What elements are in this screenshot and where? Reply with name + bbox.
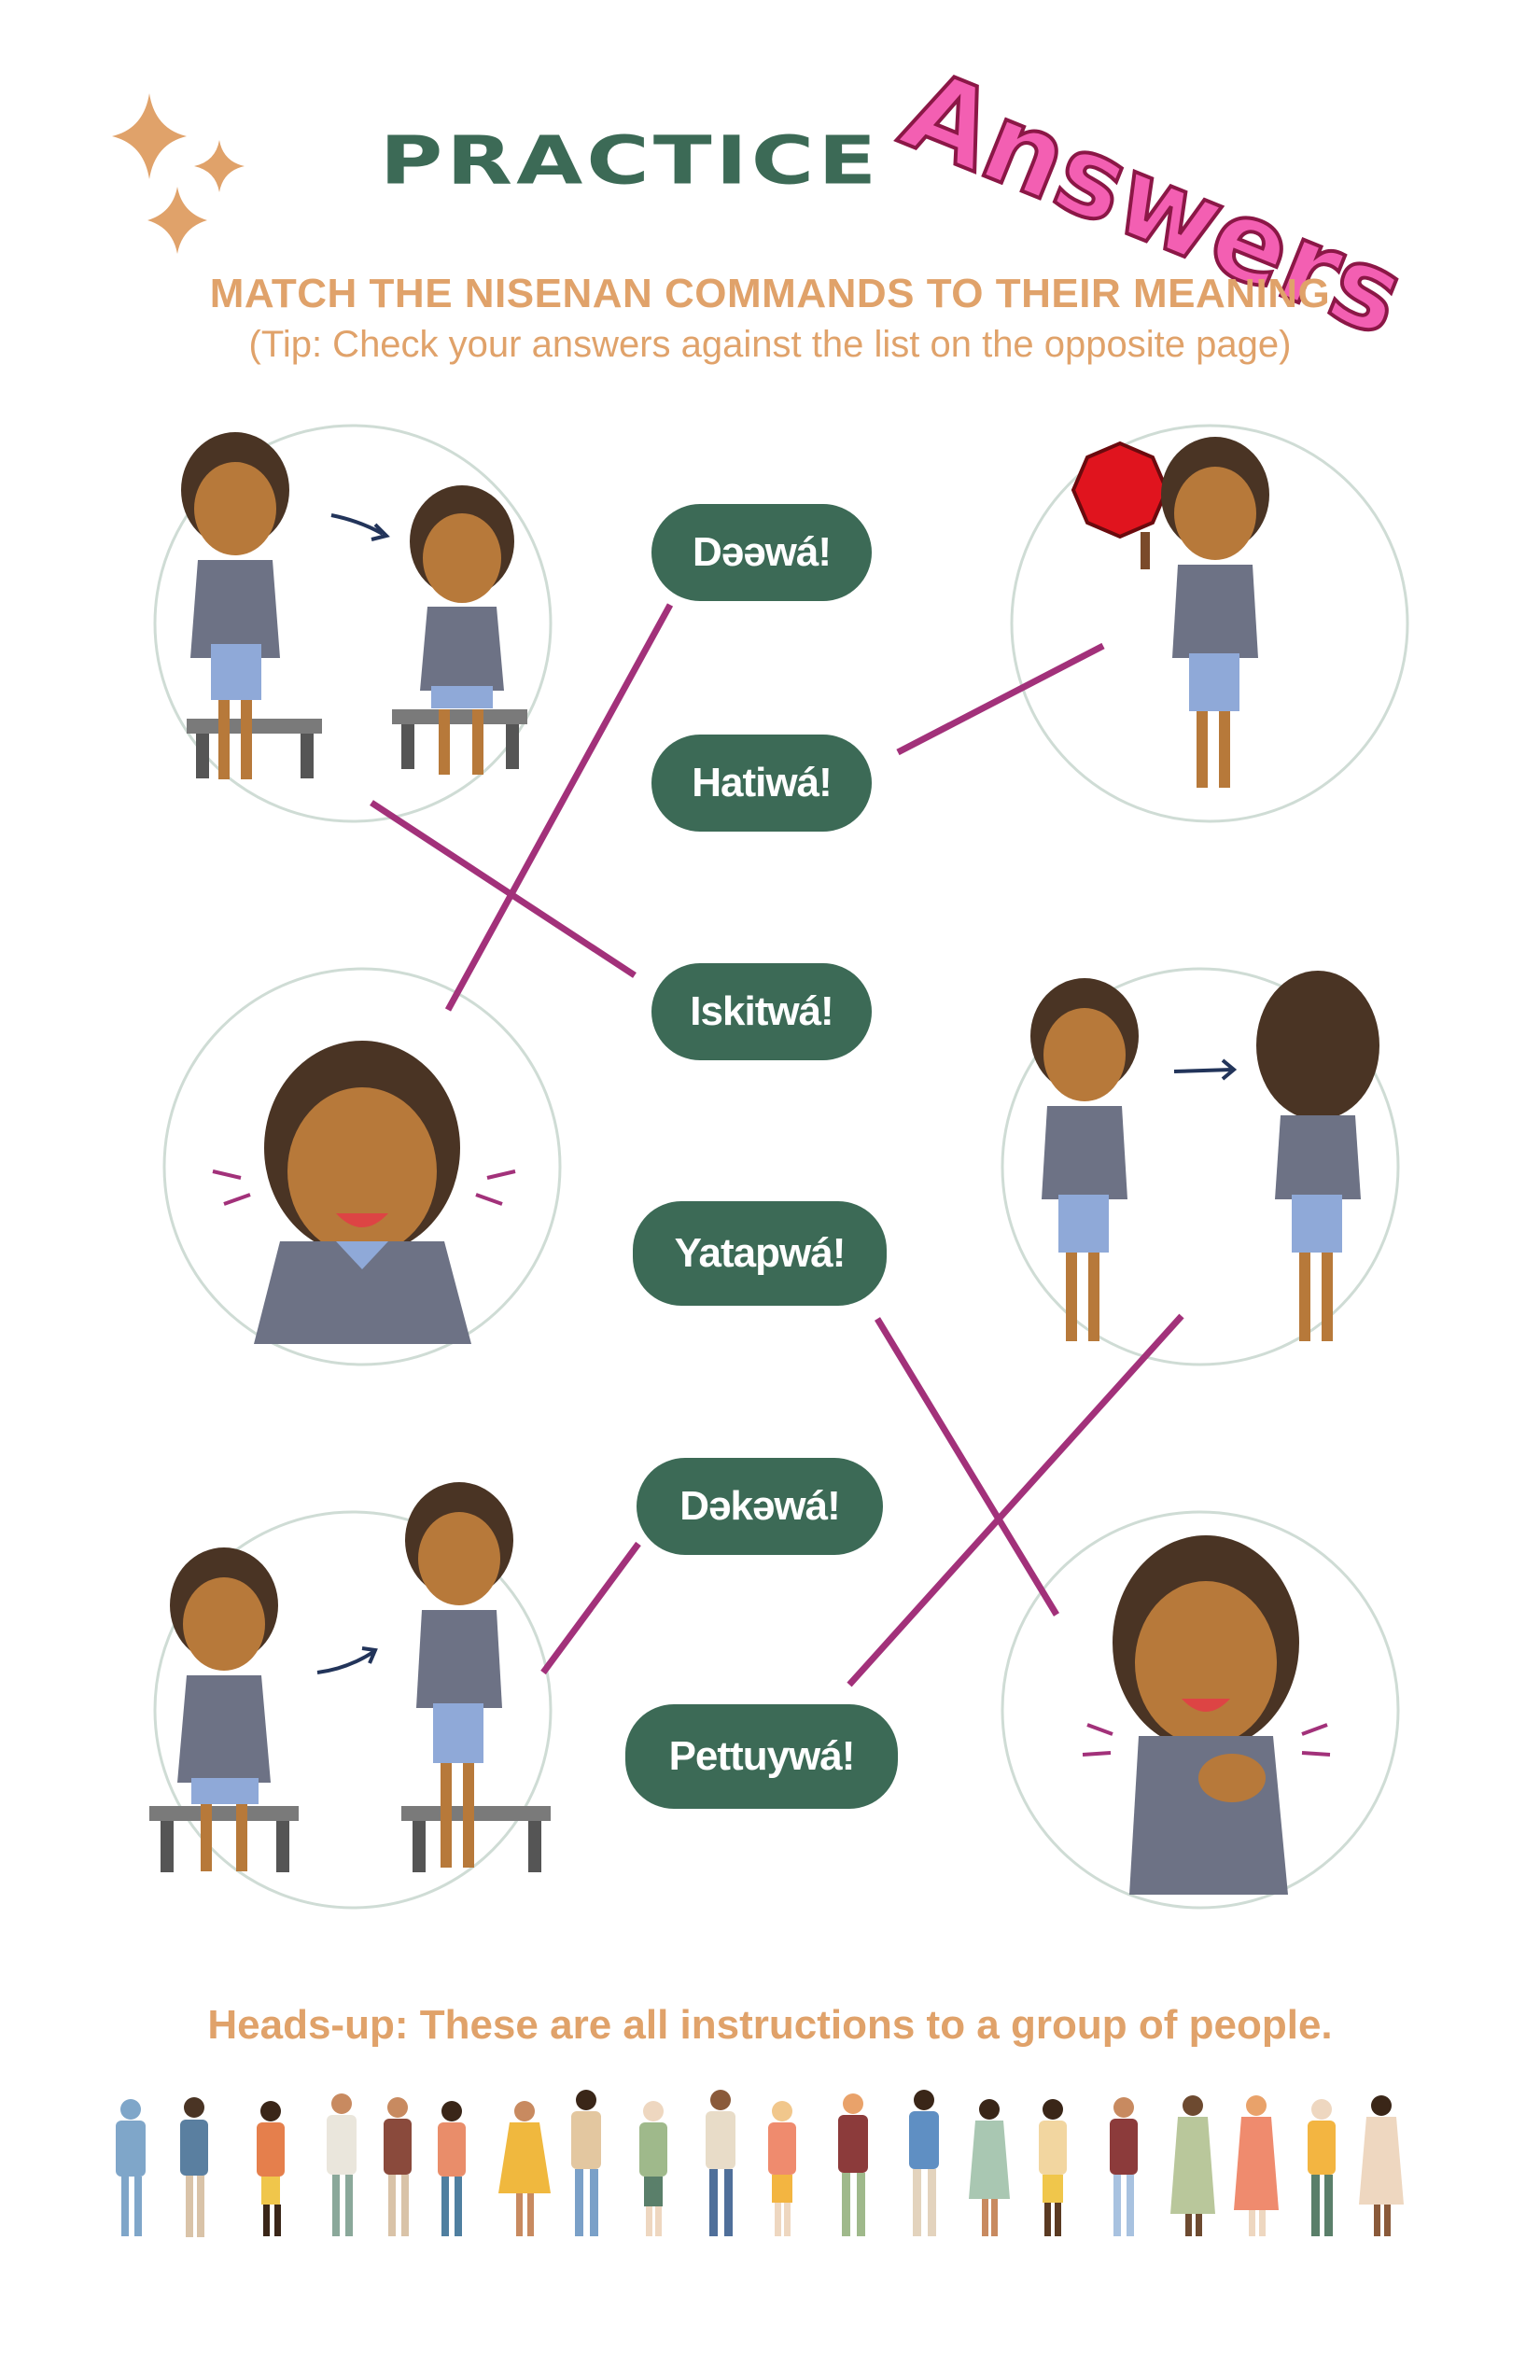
instruction-text: MATCH THE NISENAN COMMANDS TO THEIR MEAN… [209,271,1331,316]
illustration-circle-sit-down [153,424,553,823]
answers-stamp: Answers [885,43,1424,345]
illustration-circle-happy [1001,1510,1400,1910]
command-pill: Hatiwá! [651,735,872,832]
stop-illustration [1071,437,1269,788]
illustration-circle-turn-around [1001,967,1400,1366]
match-line [444,603,674,1012]
command-pill: Dəkəwá! [637,1458,883,1555]
match-line [875,1317,1059,1617]
match-line [896,642,1105,756]
stand-up-illustration [149,1482,551,1872]
tip-text: (Tip: Check your answers against the lis… [248,324,1292,365]
match-line [370,800,637,978]
crowd-illustration [116,2090,1404,2237]
turn-around-illustration [1030,971,1379,1341]
happy-illustration [1082,1535,1331,1895]
command-pill: Pettuywá! [625,1704,898,1809]
sit-down-illustration [181,432,527,779]
illustration-circle-stand-up [153,1510,553,1910]
page-title: PRACTICE [379,121,881,200]
headsup-text: Heads-up: These are all instructions to … [207,2002,1333,2048]
command-pill: Yatapwá! [633,1201,887,1306]
match-line [540,1541,641,1675]
match-line [847,1313,1184,1687]
command-pill: Dəəwá! [651,504,872,601]
laugh-illustration [212,1041,516,1344]
sparkles-icon [112,93,245,254]
illustration-circle-stop [1010,424,1409,823]
command-pill: Iskitwá! [651,963,872,1060]
illustration-circle-laugh [162,967,562,1366]
